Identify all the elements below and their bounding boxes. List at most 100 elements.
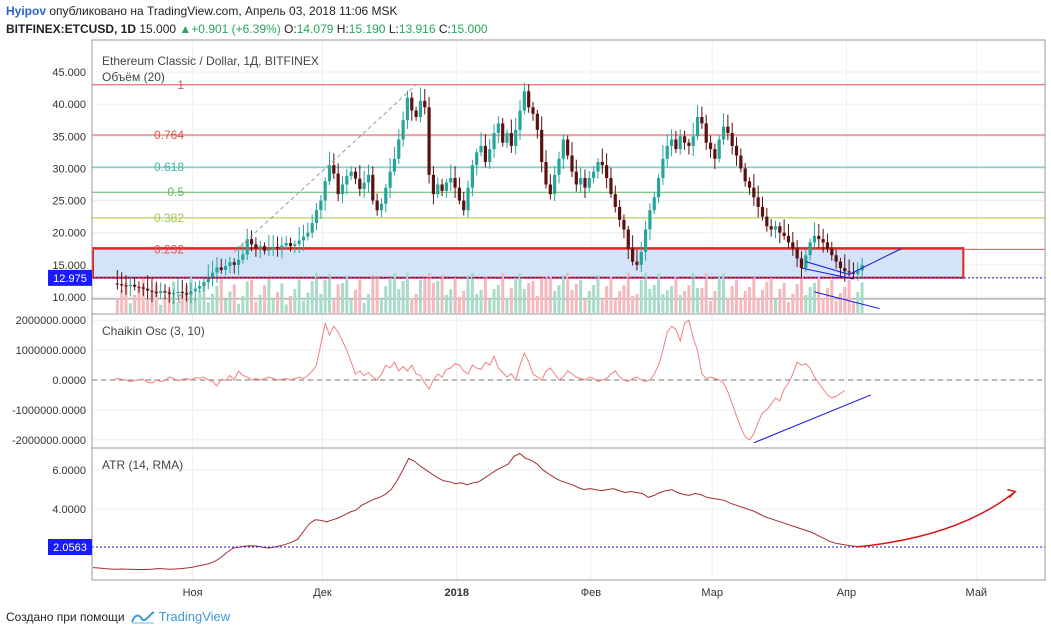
candle-body <box>275 246 280 249</box>
volume-bar <box>310 281 314 313</box>
candle-body <box>210 272 215 278</box>
candle-body <box>540 129 544 162</box>
osc-tick-label: -2000000.0000 <box>12 435 86 447</box>
candle-body <box>185 293 189 295</box>
candle-body <box>531 107 535 114</box>
volume-bar <box>358 279 362 313</box>
candle-body <box>587 178 591 188</box>
osc-tick-label: 1000000.0000 <box>16 345 86 357</box>
candle-body <box>825 242 830 249</box>
volume-bar <box>587 291 591 313</box>
ohlc-bar: BITFINEX:ETCUSD, 1D 15.000 ▲+0.901 (+6.3… <box>6 22 488 36</box>
candle-body <box>661 158 665 179</box>
candle-body <box>133 284 137 287</box>
y-tick-label: 35.000 <box>52 131 86 143</box>
volume-bar <box>371 275 375 313</box>
fib-label: 0.232 <box>154 242 184 256</box>
tradingview-link[interactable]: TradingView <box>130 609 230 624</box>
volume-bar <box>574 284 578 313</box>
volume-bar <box>812 283 816 313</box>
candle-body <box>743 168 747 182</box>
candle-body <box>691 136 695 146</box>
candle-body <box>566 139 570 156</box>
volume-bar <box>405 273 409 313</box>
volume-bar <box>722 273 726 313</box>
volume-bar <box>163 297 167 313</box>
x-tick-label: 2018 <box>444 587 468 599</box>
volume-bar <box>648 289 652 313</box>
volume-bar <box>150 292 154 313</box>
volume-bar <box>202 281 206 313</box>
candle-body <box>258 246 262 249</box>
volume-bar <box>457 297 461 313</box>
candle-body <box>669 139 674 146</box>
candle-body <box>522 91 526 111</box>
volume-bar <box>263 285 267 313</box>
candle-body <box>154 291 158 294</box>
candle-body <box>440 184 444 191</box>
high-label: H: <box>336 22 349 36</box>
candle-body <box>544 161 548 185</box>
candle-body <box>314 210 319 224</box>
volume-bar <box>280 283 284 313</box>
volume-bar <box>687 285 691 313</box>
trend-line <box>233 84 417 253</box>
volume-bar <box>284 304 288 313</box>
candle-body <box>358 178 362 189</box>
candle-body <box>583 178 587 188</box>
candle-body <box>665 145 669 159</box>
fib-label: 1 <box>177 78 184 92</box>
volume-bar <box>817 277 821 313</box>
volume-bar <box>514 278 518 313</box>
volume-bar <box>683 291 687 313</box>
candle-body <box>760 206 765 217</box>
volume-bar <box>847 280 851 313</box>
candle-body <box>791 242 795 249</box>
candle-body <box>319 200 323 211</box>
candle-body <box>739 155 743 169</box>
volume-bar <box>851 301 855 313</box>
candle-body <box>301 236 306 241</box>
volume-bar <box>821 298 825 313</box>
close-label: C: <box>438 22 451 36</box>
candle-body <box>431 174 436 195</box>
last-price: 15.000 <box>139 22 177 36</box>
volume-bar <box>141 279 145 313</box>
volume-bar <box>328 274 331 313</box>
osc-divergence-arrow <box>753 394 871 444</box>
candle-body <box>401 120 405 140</box>
volume-bar <box>522 289 526 313</box>
candle-body <box>592 171 596 179</box>
chart-title: Ethereum Classic / Dollar, 1Д, BITFINEX <box>102 54 319 68</box>
volume-bar <box>488 299 492 313</box>
volume-bar <box>388 278 392 313</box>
volume-bar <box>860 282 864 313</box>
volume-bar <box>592 285 596 313</box>
candle-body <box>726 126 730 134</box>
volume-bar <box>345 275 349 313</box>
volume-bar <box>761 290 764 313</box>
volume-bar <box>540 278 544 313</box>
candle-body <box>353 171 358 179</box>
low-value: 13.916 <box>398 22 436 36</box>
candle-body <box>505 133 509 143</box>
volume-bar <box>479 290 483 313</box>
candle-body <box>150 290 154 292</box>
candle-body <box>678 136 682 150</box>
volume-bar <box>115 298 119 313</box>
candle-body <box>639 251 643 265</box>
candle-body <box>765 216 769 227</box>
candle-body <box>310 223 314 233</box>
y-tick-label: 20.000 <box>52 228 86 240</box>
candle-body <box>115 283 119 285</box>
candle-body <box>232 262 236 265</box>
volume-bar <box>825 288 829 313</box>
candle-body <box>172 293 176 295</box>
author-name[interactable]: Hyipov <box>6 4 47 18</box>
candle-body <box>527 91 531 108</box>
volume-bar <box>258 294 262 313</box>
volume-bar <box>146 299 150 313</box>
price-change: +0.901 (+6.39%) <box>191 22 281 36</box>
